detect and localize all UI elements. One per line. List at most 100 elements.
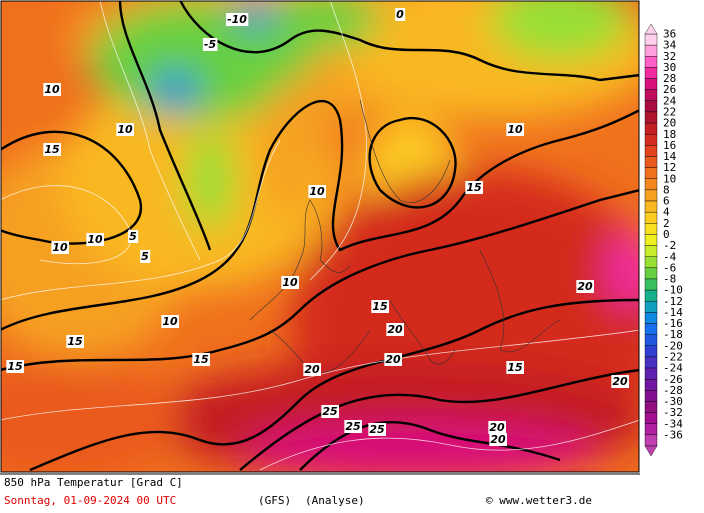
contour-label-bg: [202, 38, 218, 51]
contour-label-bg: [226, 13, 249, 26]
contour-label: -10: [227, 13, 247, 26]
legend-label: -28: [663, 384, 683, 397]
contour-label: 20: [304, 363, 320, 376]
legend-swatch: [644, 223, 658, 235]
contour-label: 10: [282, 276, 298, 289]
legend-swatch: [644, 156, 658, 168]
legend-label: -34: [663, 417, 683, 430]
contour-label: 10: [162, 315, 178, 328]
contour-label: 10: [117, 123, 133, 136]
legend-swatch: [644, 78, 658, 90]
contour-label-bg: [281, 276, 299, 289]
legend-label: 6: [663, 195, 670, 208]
legend-label: 30: [663, 61, 676, 74]
contour-label: 20: [489, 421, 505, 434]
legend-label: 36: [663, 28, 676, 41]
legend-swatch: [644, 423, 658, 436]
contour-label-bg: [368, 423, 386, 436]
legend-swatch: [644, 378, 658, 391]
legend-swatch: [644, 189, 658, 202]
legend-arrow-top: [644, 23, 658, 35]
legend-swatch: [644, 167, 658, 179]
legend-label: -4: [663, 250, 677, 263]
contour-label-bg: [506, 123, 524, 136]
model: (GFS): [258, 494, 291, 507]
contour-label-bg: [321, 405, 339, 418]
date: Sonntag, 01-09-2024 00 UTC: [4, 494, 176, 507]
contour-label: 25: [322, 405, 338, 418]
contour-label: 5: [141, 250, 149, 263]
legend-swatch: [644, 44, 658, 57]
contour-label-bg: [611, 375, 629, 388]
legend-label: 26: [663, 83, 676, 96]
legend-swatch: [644, 245, 658, 257]
contour-label: 10: [309, 185, 325, 198]
legend-swatch: [644, 356, 658, 369]
legend-swatch: [644, 267, 658, 280]
legend-swatch: [644, 312, 658, 324]
contour-label: 15: [507, 361, 523, 374]
legend-label: -8: [663, 273, 676, 286]
legend-label: 34: [663, 39, 677, 52]
legend-swatch: [644, 145, 658, 157]
credit: © www.wetter3.de: [486, 494, 592, 507]
legend-swatch: [644, 211, 658, 224]
legend-label: -6: [663, 261, 676, 274]
legend-label: -20: [663, 339, 683, 352]
contour-label-bg: [506, 361, 524, 374]
legend-label: -32: [663, 406, 683, 419]
legend-swatch: [644, 56, 658, 68]
legend-label: 8: [663, 183, 670, 196]
contour-label: 10: [52, 241, 68, 254]
legend-label: 12: [663, 161, 676, 174]
contour-label: 10: [507, 123, 523, 136]
legend-swatch: [644, 256, 658, 269]
legend-swatch: [644, 234, 658, 246]
contour-label-bg: [161, 315, 179, 328]
contour-label-bg: [465, 181, 483, 194]
legend-label: -36: [663, 428, 683, 441]
legend-label: 28: [663, 72, 676, 85]
legend-swatch: [644, 67, 658, 79]
legend-label: 16: [663, 139, 676, 152]
contour-label: -5: [204, 38, 217, 51]
legend-label: 22: [663, 106, 676, 119]
contour-label: 25: [345, 420, 361, 433]
legend-swatch: [644, 200, 658, 213]
contour-label-bg: [303, 363, 321, 376]
contour-label-bg: [488, 421, 506, 434]
legend-swatch: [644, 412, 658, 424]
legend-label: 24: [663, 94, 677, 107]
contour-label: 20: [612, 375, 628, 388]
contours: [1, 1, 639, 472]
legend-label: -16: [663, 317, 683, 330]
contour-label-bg: [576, 280, 594, 293]
contour-label-bg: [140, 250, 151, 263]
legend-label: -14: [663, 306, 683, 319]
legend-swatch: [644, 434, 658, 447]
legend-label: -26: [663, 373, 683, 386]
contour-label: 0: [396, 8, 404, 21]
legend-swatch: [644, 278, 658, 291]
contour-label-bg: [489, 433, 507, 446]
thin-contours: [1, 1, 639, 471]
legend-arrow-bottom: [644, 445, 658, 457]
legend-swatch: [644, 367, 658, 380]
contour-label: 15: [193, 353, 209, 366]
contour-label: 20: [577, 280, 593, 293]
contour-label: 20: [387, 323, 403, 336]
contour-label-bg: [43, 143, 61, 156]
map-frame: [0, 0, 640, 473]
legend-swatch: [644, 334, 658, 346]
legend-swatch: [644, 401, 658, 413]
contour-label-bg: [344, 420, 362, 433]
contour-label: 15: [7, 360, 23, 373]
legend-swatch: [644, 89, 658, 102]
contour-label-bg: [192, 353, 210, 366]
contour-label-bg: [51, 241, 69, 254]
contour-label-bg: [43, 83, 61, 96]
legend-label: -18: [663, 328, 683, 341]
legend-swatch: [644, 323, 658, 335]
legend: 363432302826242220181614121086420-2-4-6-…: [644, 23, 683, 457]
